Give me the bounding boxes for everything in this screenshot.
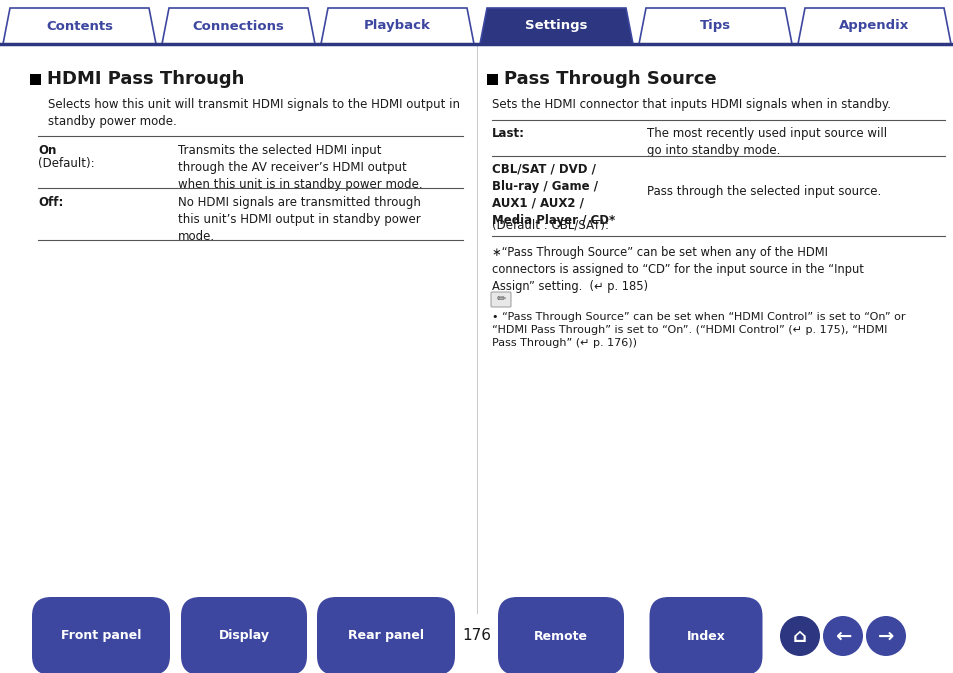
Text: Pass through the selected input source.: Pass through the selected input source. bbox=[646, 185, 881, 198]
Text: The most recently used input source will
go into standby mode.: The most recently used input source will… bbox=[646, 127, 886, 157]
Text: Index: Index bbox=[686, 629, 724, 643]
Text: Contents: Contents bbox=[46, 20, 112, 32]
Text: Off:: Off: bbox=[38, 196, 63, 209]
Polygon shape bbox=[162, 8, 314, 44]
Text: Rear panel: Rear panel bbox=[348, 629, 423, 643]
Polygon shape bbox=[320, 8, 474, 44]
Text: Display: Display bbox=[218, 629, 269, 643]
Text: ⌂: ⌂ bbox=[792, 627, 806, 645]
Text: ←: ← bbox=[834, 627, 850, 645]
Text: HDMI Pass Through: HDMI Pass Through bbox=[47, 71, 244, 89]
Polygon shape bbox=[479, 8, 633, 44]
FancyBboxPatch shape bbox=[32, 597, 170, 673]
Text: ✏: ✏ bbox=[496, 295, 505, 304]
Polygon shape bbox=[639, 8, 791, 44]
Text: Last:: Last: bbox=[492, 127, 524, 140]
Circle shape bbox=[865, 616, 905, 656]
Text: (Default):: (Default): bbox=[38, 157, 94, 170]
Polygon shape bbox=[3, 8, 156, 44]
FancyBboxPatch shape bbox=[491, 292, 511, 307]
FancyBboxPatch shape bbox=[649, 597, 761, 673]
Text: →: → bbox=[877, 627, 893, 645]
FancyBboxPatch shape bbox=[181, 597, 307, 673]
Text: CBL/SAT / DVD /
Blu-ray / Game /
AUX1 / AUX2 /
Media Player / CD*: CBL/SAT / DVD / Blu-ray / Game / AUX1 / … bbox=[492, 163, 615, 227]
Text: • “Pass Through Source” can be set when “HDMI Control” is set to “On” or
“HDMI P: • “Pass Through Source” can be set when … bbox=[492, 312, 904, 349]
Bar bbox=[486, 74, 497, 85]
Text: Settings: Settings bbox=[525, 20, 587, 32]
Text: 176: 176 bbox=[462, 629, 491, 643]
Text: Pass Through Source: Pass Through Source bbox=[503, 71, 716, 89]
Text: (Default : CBL/SAT):: (Default : CBL/SAT): bbox=[492, 219, 608, 232]
Text: Transmits the selected HDMI input
through the AV receiver’s HDMI output
when thi: Transmits the selected HDMI input throug… bbox=[178, 144, 422, 191]
Text: Connections: Connections bbox=[193, 20, 284, 32]
Circle shape bbox=[780, 616, 820, 656]
Text: Tips: Tips bbox=[700, 20, 730, 32]
Circle shape bbox=[822, 616, 862, 656]
Bar bbox=[30, 74, 41, 85]
Text: On: On bbox=[38, 144, 56, 157]
Text: No HDMI signals are transmitted through
this unit’s HDMI output in standby power: No HDMI signals are transmitted through … bbox=[178, 196, 420, 243]
Polygon shape bbox=[797, 8, 950, 44]
Text: Appendix: Appendix bbox=[839, 20, 908, 32]
Text: ∗“Pass Through Source” can be set when any of the HDMI
connectors is assigned to: ∗“Pass Through Source” can be set when a… bbox=[492, 246, 863, 293]
FancyBboxPatch shape bbox=[316, 597, 455, 673]
Text: Front panel: Front panel bbox=[61, 629, 141, 643]
FancyBboxPatch shape bbox=[497, 597, 623, 673]
Text: Sets the HDMI connector that inputs HDMI signals when in standby.: Sets the HDMI connector that inputs HDMI… bbox=[492, 98, 890, 111]
Text: Playback: Playback bbox=[364, 20, 431, 32]
Text: Selects how this unit will transmit HDMI signals to the HDMI output in
standby p: Selects how this unit will transmit HDMI… bbox=[48, 98, 459, 128]
Text: Remote: Remote bbox=[534, 629, 587, 643]
